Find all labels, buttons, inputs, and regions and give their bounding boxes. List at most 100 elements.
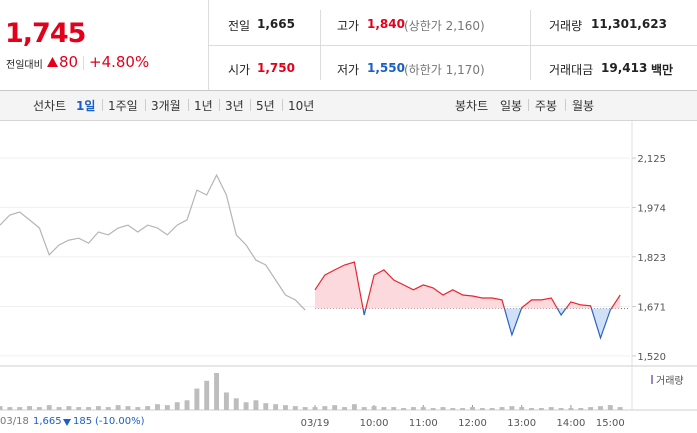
volume-bar (302, 407, 308, 410)
tab[interactable]: 주봉 (535, 99, 558, 113)
volume-bar (489, 408, 495, 410)
down-icon (63, 419, 71, 426)
volume-bar (204, 380, 210, 410)
tab[interactable]: 1년 (194, 99, 213, 113)
tab[interactable]: 10년 (288, 99, 315, 113)
volume-bar (27, 406, 32, 410)
x-tick-label: 13:00 (507, 418, 536, 429)
divider (83, 56, 84, 70)
volume-bar (558, 408, 564, 410)
volume-bar (273, 404, 279, 410)
stat-unit: 백만 (651, 63, 674, 77)
stat-label: 저가 (337, 63, 360, 77)
volume-bar (292, 406, 298, 410)
volume-bar (95, 406, 101, 410)
stat-value: 1,665 (257, 17, 295, 31)
volume-bar (548, 407, 554, 410)
volume-bar (470, 407, 475, 410)
tab-group-label: 선차트 (33, 99, 67, 113)
volume-bar (56, 407, 62, 410)
price-line (0, 173, 306, 311)
change: 80 (59, 53, 79, 71)
volume-bar (391, 407, 397, 410)
volume-bar (76, 407, 82, 410)
x-tick-label: 14:00 (557, 418, 586, 429)
volume-bar (312, 407, 318, 410)
volume-bar (420, 407, 426, 410)
x-tick-label: 03/19 (301, 418, 330, 429)
volume-bar (381, 407, 387, 410)
volume-bar (519, 407, 525, 410)
price-line (314, 261, 621, 340)
volume-bar (499, 407, 505, 410)
change-pct: +4.80% (89, 53, 150, 71)
volume-bar (184, 400, 190, 410)
tab[interactable]: 일봉 (500, 99, 523, 113)
volume-bar (36, 407, 42, 410)
volume-bar (145, 406, 151, 410)
x-tick-label: 11:00 (409, 418, 438, 429)
volume-bar (450, 408, 456, 410)
volume-bar (617, 407, 623, 410)
stat-label: 전일 (228, 19, 251, 33)
stat-note: (상한가 2,160) (404, 19, 485, 33)
volume-bar (46, 405, 52, 410)
x-tick-label: 12:00 (458, 418, 487, 429)
y-tick-label: 1,823 (637, 253, 666, 264)
volume-bar (223, 392, 229, 410)
volume-bar (440, 407, 446, 410)
volume-bar (538, 408, 544, 410)
volume-bar (115, 405, 121, 410)
stat-value: 19,413 (601, 61, 648, 75)
divider (208, 45, 697, 46)
volume-bar (351, 404, 357, 410)
stat-value: 11,301,623 (591, 17, 667, 31)
volume-bar (17, 407, 23, 410)
tab[interactable]: 월봉 (572, 99, 595, 113)
stat-value: 1,750 (257, 61, 295, 75)
volume-bar (66, 406, 72, 410)
y-tick-label: 1,520 (637, 352, 666, 363)
footer-change: 185 (73, 416, 93, 427)
divider (0, 90, 697, 91)
stat-label: 시가 (228, 63, 251, 77)
volume-bar (607, 405, 613, 410)
volume-bar (430, 408, 436, 410)
volume-bar (578, 408, 584, 410)
volume-bar (174, 402, 180, 410)
tab-separator (145, 99, 146, 111)
stat-label: 거래량 (549, 19, 583, 33)
volume-bar (233, 398, 239, 410)
tab[interactable]: 1일 (76, 99, 96, 113)
tab[interactable]: 5년 (256, 99, 275, 113)
volume-bar (332, 405, 338, 410)
stat-value: 1,550 (367, 61, 405, 75)
volume-bar (322, 406, 328, 410)
volume-bar (7, 407, 13, 410)
volume-bar (155, 404, 160, 410)
volume-bar (361, 407, 367, 410)
footer-pct: (-10.00%) (95, 416, 145, 427)
volume-bar (588, 407, 594, 410)
tab[interactable]: 3년 (225, 99, 244, 113)
volume-bar (214, 373, 220, 410)
volume-bar (253, 400, 259, 410)
tab[interactable]: 3개월 (151, 99, 181, 113)
tab-separator (219, 99, 220, 111)
stat-label: 고가 (337, 19, 360, 33)
stat-value: 1,840 (367, 17, 405, 31)
price: 1,745 (5, 18, 86, 49)
tab-bar (0, 91, 697, 121)
volume-bar (568, 408, 574, 410)
tab-separator (528, 99, 529, 111)
tab-separator (250, 99, 251, 111)
tab[interactable]: 1주일 (108, 99, 138, 113)
x-tick-label: 15:00 (596, 418, 625, 429)
stat-note: (하한가 1,170) (404, 63, 485, 77)
volume-bar (529, 408, 535, 410)
tab-separator (102, 99, 103, 111)
up-icon (47, 57, 58, 67)
y-tick-label: 2,125 (637, 154, 666, 165)
area-fill (315, 262, 621, 338)
